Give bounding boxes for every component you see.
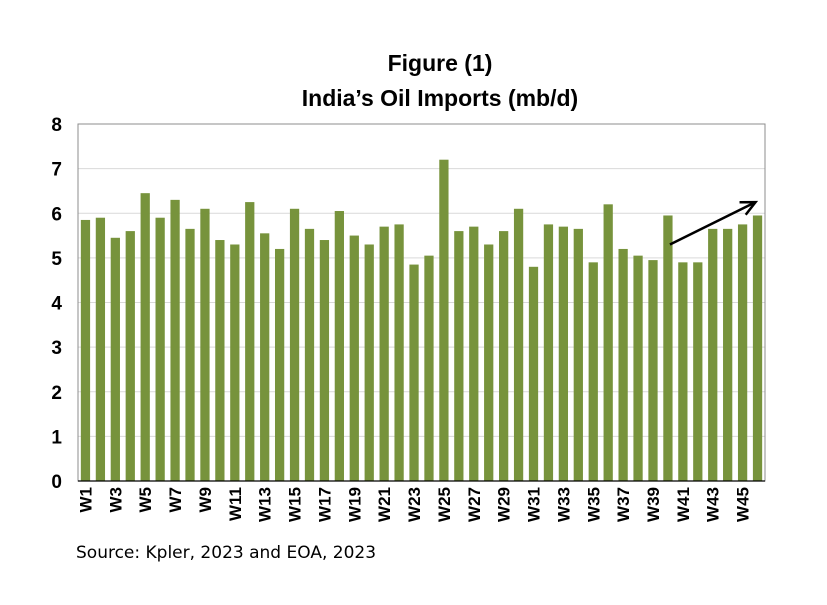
trend-arrow-head — [739, 200, 759, 216]
x-tick-label: W45 — [734, 487, 753, 522]
bar — [708, 228, 718, 481]
x-tick-label: W29 — [495, 487, 514, 522]
bar — [80, 219, 91, 481]
x-tick-label: W3 — [106, 487, 125, 513]
y-tick-label: 2 — [51, 383, 62, 404]
bar — [185, 228, 195, 481]
bar — [663, 215, 673, 481]
bar — [469, 226, 479, 481]
bar — [140, 193, 150, 481]
x-tick-label: W1 — [76, 487, 95, 513]
x-tick-label: W17 — [315, 487, 334, 522]
x-tick-label: W7 — [166, 487, 185, 513]
x-tick-label: W15 — [286, 487, 305, 522]
x-tick-label: W5 — [136, 487, 155, 513]
bar — [723, 228, 733, 481]
x-tick-label: W35 — [584, 487, 603, 522]
bar — [678, 262, 688, 481]
bar — [349, 235, 359, 481]
bar — [95, 217, 106, 481]
y-tick-label: 6 — [51, 204, 62, 225]
x-tick-label: W39 — [644, 487, 663, 522]
bar — [155, 217, 165, 481]
chart-subtitle: India’s Oil Imports (mb/d) — [301, 85, 579, 111]
bar — [618, 248, 628, 481]
bar — [528, 266, 539, 481]
y-tick-label: 4 — [51, 294, 62, 315]
x-tick-label: W33 — [554, 487, 573, 522]
bar — [648, 260, 658, 481]
bar — [245, 202, 255, 481]
x-tick-label: W37 — [614, 487, 633, 522]
y-tick-label: 3 — [51, 338, 62, 359]
bar — [513, 208, 524, 481]
x-tick-label: W41 — [674, 487, 693, 522]
bar — [274, 248, 285, 481]
x-tick-label: W9 — [196, 487, 215, 513]
bar — [125, 231, 135, 481]
bar — [200, 208, 210, 481]
bar — [319, 240, 330, 481]
y-tick-label: 8 — [51, 115, 62, 136]
x-tick-label: W43 — [704, 487, 723, 522]
bar — [573, 228, 583, 481]
bar — [230, 244, 240, 481]
bar — [334, 211, 344, 482]
x-tick-label: W19 — [345, 487, 364, 522]
y-tick-label: 1 — [51, 427, 62, 448]
bar — [289, 208, 300, 481]
bar — [304, 228, 315, 481]
bar — [499, 231, 509, 481]
trend-arrow-line — [669, 200, 757, 246]
x-tick-label: W13 — [256, 487, 275, 522]
chart-title: Figure (1) — [387, 50, 493, 76]
bar — [603, 204, 613, 481]
bar — [110, 237, 120, 481]
bar — [558, 226, 569, 481]
bar — [215, 240, 225, 481]
x-tick-label: W23 — [405, 487, 424, 522]
x-tick-label: W27 — [465, 487, 484, 522]
bar — [693, 262, 703, 481]
bar — [633, 255, 643, 481]
bar — [484, 244, 494, 481]
x-tick-label: W31 — [525, 487, 544, 522]
bar — [752, 215, 763, 481]
source-note: Source: Kpler, 2023 and EOA, 2023 — [76, 543, 377, 563]
bar — [394, 224, 404, 481]
x-tick-label: W25 — [435, 487, 454, 522]
bar — [409, 264, 419, 481]
x-tick-label: W11 — [226, 487, 245, 521]
bar — [588, 262, 598, 481]
bar — [543, 224, 554, 481]
y-tick-label: 7 — [51, 160, 62, 181]
bar — [260, 233, 270, 481]
y-tick-label: 5 — [51, 249, 62, 270]
bar — [364, 244, 374, 481]
bar — [424, 255, 434, 481]
y-tick-label: 0 — [51, 472, 62, 493]
bar — [454, 231, 464, 481]
bar — [737, 224, 748, 481]
bar — [170, 199, 180, 482]
x-tick-label: W21 — [375, 487, 394, 522]
bar — [379, 226, 389, 481]
bar — [439, 159, 449, 481]
